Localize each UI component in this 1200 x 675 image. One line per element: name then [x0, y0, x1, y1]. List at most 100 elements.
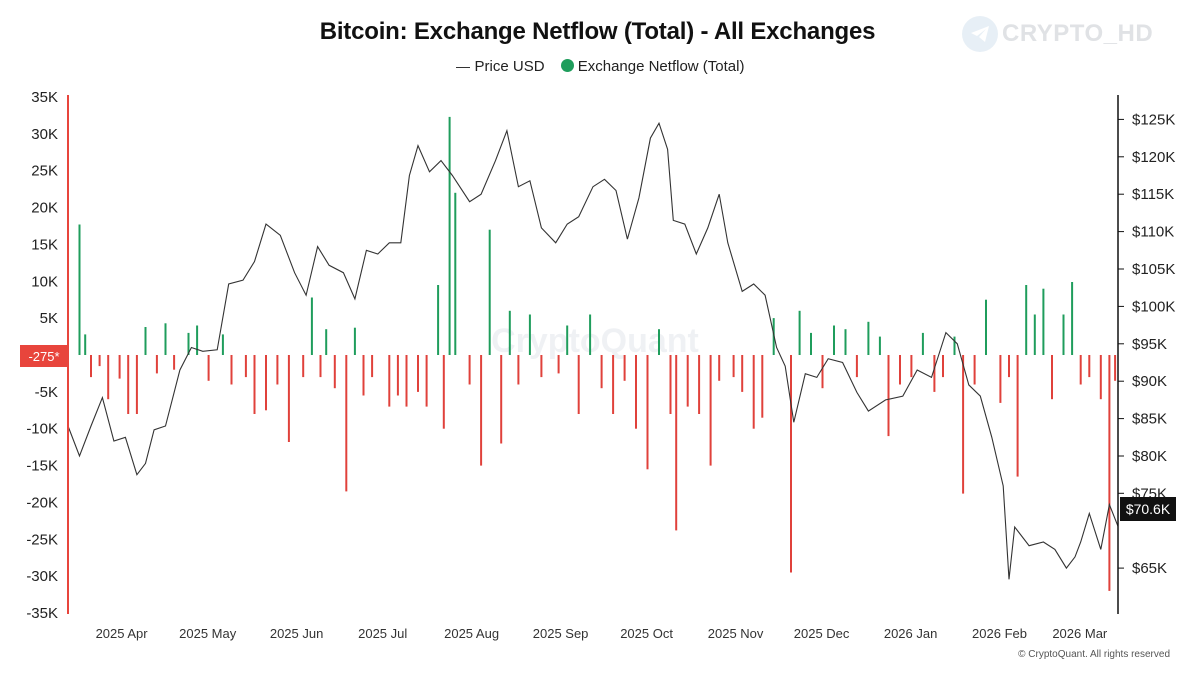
- netflow-bar: [635, 355, 637, 429]
- netflow-bar: [98, 355, 101, 367]
- netflow-bar: [833, 325, 835, 355]
- netflow-bar: [646, 355, 649, 470]
- netflow-bar: [1062, 314, 1065, 355]
- netflow-bar: [855, 355, 858, 378]
- netflow-bar: [454, 192, 457, 355]
- netflow-bar: [371, 355, 374, 378]
- netflow-bar: [566, 325, 569, 355]
- right-tick-label: $90K: [1132, 373, 1167, 390]
- netflow-bar: [253, 355, 256, 414]
- left-tick-label: 15K: [31, 236, 58, 253]
- x-tick-label: 2026 Mar: [1052, 626, 1108, 641]
- netflow-bar: [921, 332, 924, 355]
- x-tick-label: 2025 Nov: [708, 626, 764, 641]
- netflow-bar: [844, 329, 847, 355]
- left-tick-label: 30K: [31, 126, 58, 143]
- netflow-bar: [345, 355, 348, 492]
- left-tick-label: -35K: [26, 605, 58, 622]
- right-tick-label: $65K: [1132, 560, 1167, 577]
- x-tick-label: 2025 Aug: [444, 626, 499, 641]
- left-tick-label: 20K: [31, 200, 58, 217]
- legend: Price USD Exchange Netflow (Total): [0, 58, 1200, 75]
- netflow-bar: [353, 327, 356, 355]
- netflow-bar: [887, 355, 890, 437]
- x-tick-label: 2025 Dec: [794, 626, 850, 641]
- legend-item-netflow[interactable]: Exchange Netflow (Total): [560, 58, 745, 75]
- legend-item-price[interactable]: Price USD: [455, 58, 545, 75]
- x-tick-label: 2025 Sep: [533, 626, 589, 641]
- netflow-bar: [425, 355, 428, 407]
- netflow-bar: [437, 285, 440, 355]
- netflow-bar: [265, 355, 267, 411]
- netflow-bar: [500, 355, 503, 444]
- netflow-bar: [448, 116, 451, 356]
- netflow-bar: [187, 332, 190, 355]
- x-tick-label: 2025 Jul: [358, 626, 407, 641]
- netflow-bar: [196, 325, 199, 355]
- netflow-bar: [658, 329, 660, 355]
- netflow-bar: [107, 355, 110, 400]
- netflow-bar: [686, 355, 689, 407]
- right-tick-label: $120K: [1132, 149, 1175, 166]
- netflow-bar: [388, 355, 391, 407]
- netflow-bar: [244, 355, 247, 378]
- netflow-bar: [1016, 355, 1019, 477]
- left-tick-label: -30K: [26, 568, 58, 585]
- netflow-bar: [577, 355, 580, 414]
- netflow-bar: [798, 310, 801, 355]
- price-line: [67, 121, 1119, 580]
- netflow-bar: [709, 355, 712, 466]
- netflow-bar: [732, 355, 735, 378]
- right-marker-label: $70.6K: [1126, 501, 1171, 517]
- netflow-bar: [752, 355, 755, 429]
- x-tick-label: 2025 Oct: [620, 626, 673, 641]
- left-tick-label: -25K: [26, 531, 58, 548]
- netflow-bar: [899, 355, 901, 385]
- watermark: CRYPTO_HD: [962, 14, 1162, 54]
- netflow-bar: [135, 355, 138, 414]
- right-tick-label: $125K: [1132, 111, 1175, 128]
- netflow-bar: [164, 323, 167, 355]
- netflow-bar: [1088, 355, 1091, 378]
- netflow-bar: [675, 355, 678, 531]
- netflow-bar: [1071, 282, 1074, 355]
- legend-netflow-label: Exchange Netflow (Total): [577, 58, 745, 75]
- netflow-bar: [118, 355, 121, 379]
- copyright-text: © CryptoQuant. All rights reserved: [1018, 649, 1170, 660]
- netflow-bar: [1042, 288, 1045, 355]
- right-price-marker: $70.6K: [1120, 497, 1176, 521]
- netflow-bar: [999, 355, 1002, 403]
- right-tick-label: $85K: [1132, 411, 1167, 428]
- watermark-name: CRYPTO_HD: [1002, 20, 1154, 47]
- netflow-bar: [810, 332, 812, 355]
- left-value-marker: -275*: [20, 345, 68, 367]
- netflow-bar: [612, 355, 615, 414]
- left-tick-label: -20K: [26, 494, 58, 511]
- netflow-bar: [90, 355, 92, 378]
- netflow-bar: [761, 355, 764, 418]
- left-tick-label: -10K: [26, 421, 58, 438]
- netflow-bar: [144, 327, 147, 355]
- left-tick-label: 25K: [31, 163, 58, 180]
- left-marker-label: -275*: [28, 349, 59, 364]
- netflow-bar: [540, 355, 543, 378]
- netflow-bar: [396, 355, 399, 396]
- netflow-bar: [468, 355, 471, 385]
- x-tick-label: 2025 Jun: [270, 626, 324, 641]
- netflow-bar: [589, 314, 592, 355]
- netflow-bar: [973, 355, 976, 385]
- telegram-icon: [962, 16, 998, 52]
- netflow-bar: [310, 297, 313, 355]
- left-tick-label: -5K: [35, 384, 58, 401]
- netflow-bar: [933, 355, 936, 392]
- netflow-bar: [600, 355, 603, 389]
- netflow-bar: [878, 336, 881, 355]
- left-tick-label: -15K: [26, 458, 58, 475]
- netflow-bar: [1114, 355, 1117, 381]
- netflow-bar: [442, 355, 445, 429]
- price-line-swatch: [455, 66, 470, 68]
- netflow-bar: [1108, 355, 1111, 591]
- netflow-bar: [962, 355, 965, 494]
- netflow-bar: [405, 355, 408, 407]
- netflow-bar: [207, 355, 210, 381]
